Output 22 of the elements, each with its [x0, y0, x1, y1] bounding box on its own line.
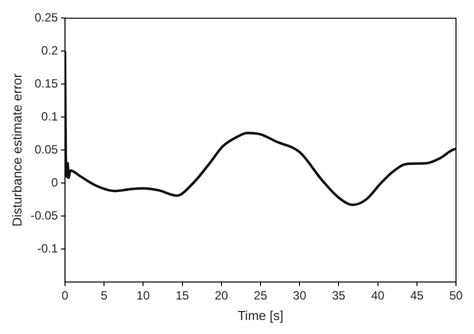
y-tick-label: 0.1 [41, 109, 58, 124]
x-tick-label: 10 [136, 288, 150, 303]
x-tick-label: 40 [371, 288, 385, 303]
x-tick-label: 35 [332, 288, 346, 303]
x-tick-label: 30 [292, 288, 307, 303]
y-axis-title: Disturbance estimate error [9, 72, 24, 227]
line-series [64, 50, 456, 206]
x-tick-label: 25 [254, 288, 268, 303]
x-tick-label: 0 [62, 288, 69, 303]
y-tick-label: 0.2 [41, 43, 58, 58]
y-tick-label: 0.15 [34, 76, 58, 90]
x-tick-label: 50 [449, 288, 463, 303]
x-tick-label: 20 [214, 288, 228, 303]
y-tick-label: 0.05 [34, 142, 58, 156]
x-tick-label: 15 [176, 288, 190, 303]
x-axis-title: Time [s] [238, 308, 284, 323]
x-tick-label: 5 [100, 288, 108, 303]
y-tick-label: 0 [51, 175, 58, 190]
y-tick-label: -0.05 [30, 208, 58, 222]
y-tick-label: 0.25 [34, 10, 58, 25]
y-tick-label: -0.1 [37, 241, 58, 256]
x-tick-label: 45 [410, 288, 424, 303]
